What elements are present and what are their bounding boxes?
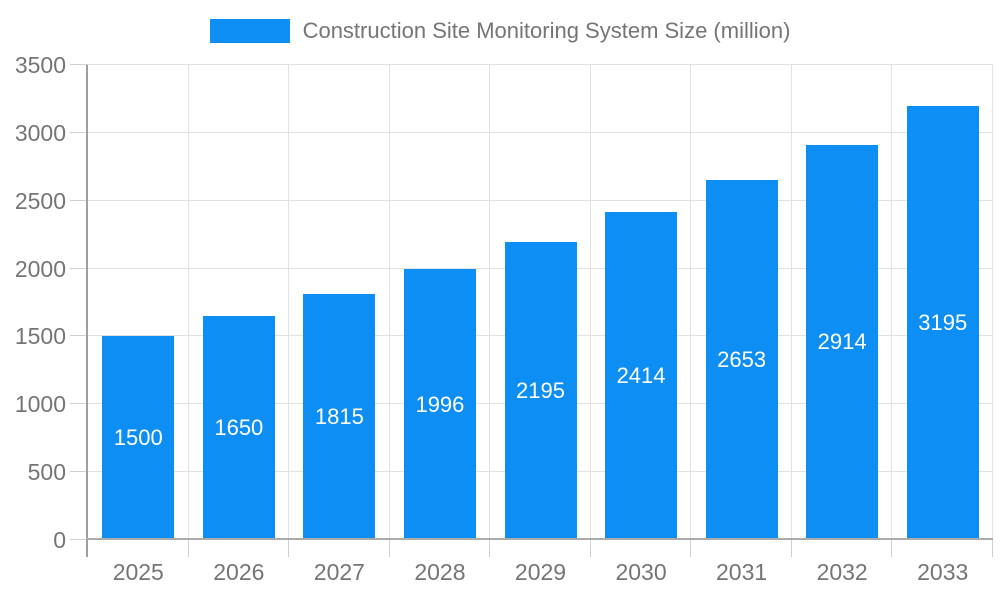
gridline-x — [790, 65, 792, 540]
gridline-y — [88, 199, 993, 201]
x-axis-label: 2028 — [414, 559, 466, 585]
bar: 3195 — [906, 106, 979, 540]
bar-value-label: 1996 — [415, 391, 465, 417]
x-axis-baseline — [86, 538, 993, 540]
bar: 2195 — [504, 242, 577, 540]
chart-legend[interactable]: Construction Site Monitoring System Size… — [0, 17, 1000, 45]
bar-value-label: 2914 — [817, 329, 867, 355]
x-tick — [288, 540, 290, 557]
bar-value-label: 3195 — [918, 310, 968, 336]
x-tick — [589, 540, 591, 557]
bar-value-label: 1500 — [113, 425, 163, 451]
gridline-x — [288, 65, 290, 540]
bar-value-label: 2414 — [616, 363, 666, 389]
gridline-x — [891, 65, 893, 540]
y-axis-label: 2000 — [14, 255, 66, 282]
y-tick — [70, 131, 88, 133]
y-axis-label: 1000 — [14, 391, 66, 418]
x-tick — [790, 540, 792, 557]
y-axis-label: 0 — [53, 527, 66, 553]
bar: 1815 — [303, 293, 376, 540]
x-tick — [388, 540, 390, 557]
y-axis-label: 2500 — [14, 187, 66, 214]
x-axis-label: 2030 — [615, 559, 667, 585]
y-tick — [70, 199, 88, 201]
bar-value-label: 1650 — [214, 415, 264, 441]
legend-swatch — [209, 19, 290, 43]
x-tick — [489, 540, 491, 557]
gridline-x — [690, 65, 692, 540]
gridline-y — [88, 64, 993, 65]
x-tick — [992, 540, 993, 557]
y-tick — [70, 539, 88, 540]
gridline-x — [992, 65, 993, 540]
gridline-x — [589, 65, 591, 540]
bar: 2653 — [705, 179, 778, 540]
legend-label: Construction Site Monitoring System Size… — [302, 18, 791, 43]
bar: 2914 — [806, 144, 879, 540]
bar-value-label: 1815 — [314, 403, 364, 429]
x-axis-label: 2029 — [514, 559, 567, 585]
y-tick — [70, 64, 88, 65]
x-axis-label: 2033 — [917, 559, 969, 585]
x-axis-label: 2031 — [716, 559, 768, 585]
bar: 1500 — [102, 336, 175, 540]
x-tick — [187, 540, 189, 557]
bar: 1650 — [202, 316, 275, 540]
x-axis-label: 2026 — [213, 559, 265, 585]
gridline-x — [388, 65, 390, 540]
gridline-x — [489, 65, 491, 540]
bar: 1996 — [403, 269, 476, 540]
gridline-y — [88, 131, 993, 133]
bar-value-label: 2653 — [717, 346, 767, 372]
x-tick — [891, 540, 893, 557]
y-axis-line — [86, 65, 88, 557]
x-tick — [690, 540, 692, 557]
x-axis-label: 2025 — [112, 559, 164, 585]
x-axis-label: 2027 — [313, 559, 365, 585]
y-axis-label: 1500 — [14, 323, 66, 350]
gridline-x — [187, 65, 189, 540]
y-axis-label: 3500 — [14, 52, 66, 78]
bar: 2414 — [605, 212, 678, 540]
y-tick — [70, 335, 88, 337]
bar-value-label: 2195 — [516, 378, 565, 404]
y-axis-label: 500 — [27, 459, 66, 486]
y-tick — [70, 471, 88, 473]
y-tick — [70, 267, 88, 269]
y-axis-label: 3000 — [14, 119, 66, 146]
y-tick — [70, 403, 88, 405]
x-axis-label: 2032 — [816, 559, 868, 585]
